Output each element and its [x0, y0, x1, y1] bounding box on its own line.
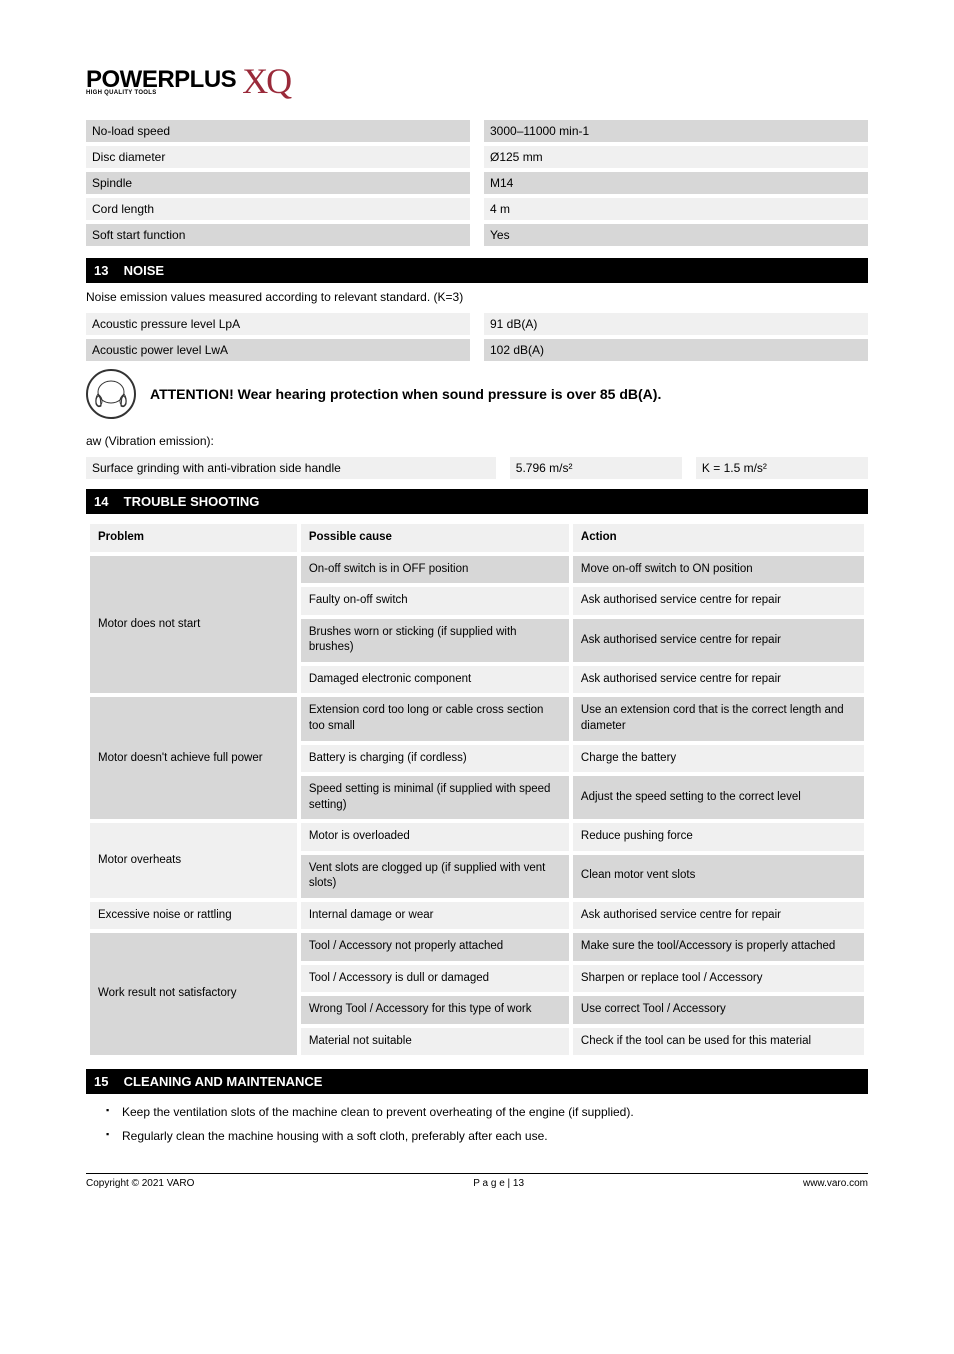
- noise-value: 91 dB(A): [484, 313, 868, 335]
- ts-problem: Work result not satisfactory: [90, 933, 297, 1055]
- section-title: NOISE: [124, 263, 164, 278]
- noise-table: Acoustic pressure level LpA 91 dB(A) Aco…: [86, 313, 868, 361]
- table-row: Motor overheats Motor is overloaded Redu…: [90, 823, 864, 851]
- spec-value: Ø125 mm: [484, 146, 868, 168]
- ts-cause: Tool / Accessory is dull or damaged: [301, 965, 569, 993]
- col-header: Problem: [90, 524, 297, 552]
- ts-cause: Vent slots are clogged up (if supplied w…: [301, 855, 569, 898]
- section-title: TROUBLE SHOOTING: [124, 494, 260, 509]
- brand-logo: POWERPLUS HIGH QUALITY TOOLS XQ: [86, 60, 868, 102]
- ts-cause: Speed setting is minimal (if supplied wi…: [301, 776, 569, 819]
- ts-remedy: Ask authorised service centre for repair: [573, 587, 864, 615]
- ts-remedy: Ask authorised service centre for repair: [573, 902, 864, 930]
- section-header-troubleshoot: 14 TROUBLE SHOOTING: [86, 489, 868, 514]
- ts-cause: Extension cord too long or cable cross s…: [301, 697, 569, 740]
- ts-remedy: Move on-off switch to ON position: [573, 556, 864, 584]
- spec-value: 3000–11000 min-1: [484, 120, 868, 142]
- vib-label: Surface grinding with anti-vibration sid…: [86, 457, 496, 479]
- spec-label: No-load speed: [86, 120, 470, 142]
- ts-cause: Motor is overloaded: [301, 823, 569, 851]
- col-header: Possible cause: [301, 524, 569, 552]
- section-number: 14: [94, 494, 120, 509]
- vibration-table: Surface grinding with anti-vibration sid…: [86, 457, 868, 479]
- ts-remedy: Charge the battery: [573, 745, 864, 773]
- logo-main: POWERPLUS: [86, 66, 236, 93]
- ts-cause: Brushes worn or sticking (if supplied wi…: [301, 619, 569, 662]
- vib-value2: K = 1.5 m/s²: [696, 457, 868, 479]
- ts-cause: Wrong Tool / Accessory for this type of …: [301, 996, 569, 1024]
- noise-label: Acoustic pressure level LpA: [86, 313, 470, 335]
- noise-label: Acoustic power level LwA: [86, 339, 470, 361]
- ts-remedy: Sharpen or replace tool / Accessory: [573, 965, 864, 993]
- ts-remedy: Reduce pushing force: [573, 823, 864, 851]
- ts-cause: Battery is charging (if cordless): [301, 745, 569, 773]
- ts-remedy: Ask authorised service centre for repair: [573, 619, 864, 662]
- ts-remedy: Adjust the speed setting to the correct …: [573, 776, 864, 819]
- ts-remedy: Check if the tool can be used for this m…: [573, 1028, 864, 1056]
- section-number: 13: [94, 263, 120, 278]
- ts-cause: Internal damage or wear: [301, 902, 569, 930]
- ts-cause: Faulty on-off switch: [301, 587, 569, 615]
- logo-text: POWERPLUS HIGH QUALITY TOOLS: [86, 66, 236, 96]
- table-row: Motor does not start On-off switch is in…: [90, 556, 864, 584]
- ear-svg: [91, 374, 131, 414]
- table-row: Excessive noise or rattling Internal dam…: [90, 902, 864, 930]
- vibration-intro: aw (Vibration emission):: [86, 433, 868, 449]
- attention-text: ATTENTION! Wear hearing protection when …: [150, 386, 661, 402]
- section-number: 15: [94, 1074, 120, 1089]
- section-header-cleaning: 15 CLEANING AND MAINTENANCE: [86, 1069, 868, 1094]
- table-row: Motor doesn't achieve full power Extensi…: [90, 697, 864, 740]
- footer-site: www.varo.com: [803, 1178, 868, 1189]
- spec-value: M14: [484, 172, 868, 194]
- noise-intro: Noise emission values measured according…: [86, 289, 868, 305]
- col-header: Action: [573, 524, 864, 552]
- footer-copyright: Copyright © 2021 VARO: [86, 1178, 194, 1189]
- vib-value1: 5.796 m/s²: [510, 457, 682, 479]
- troubleshoot-table: Problem Possible cause Action Motor does…: [86, 520, 868, 1059]
- ts-cause: On-off switch is in OFF position: [301, 556, 569, 584]
- footer-rule: [86, 1173, 868, 1174]
- hearing-protection-note: ATTENTION! Wear hearing protection when …: [86, 369, 868, 419]
- ts-problem: Motor does not start: [90, 556, 297, 694]
- logo-suffix: XQ: [242, 60, 290, 102]
- table-row: Work result not satisfactory Tool / Acce…: [90, 933, 864, 961]
- ts-remedy: Ask authorised service centre for repair: [573, 666, 864, 694]
- ts-problem: Motor doesn't achieve full power: [90, 697, 297, 819]
- ts-problem: Excessive noise or rattling: [90, 902, 297, 930]
- spec-table: No-load speed 3000–11000 min-1 Disc diam…: [86, 120, 868, 246]
- ts-problem: Motor overheats: [90, 823, 297, 898]
- ts-cause: Damaged electronic component: [301, 666, 569, 694]
- cleaning-bullets: Keep the ventilation slots of the machin…: [86, 1104, 868, 1144]
- list-item: Keep the ventilation slots of the machin…: [106, 1104, 868, 1120]
- spec-value: 4 m: [484, 198, 868, 220]
- noise-value: 102 dB(A): [484, 339, 868, 361]
- ts-remedy: Use an extension cord that is the correc…: [573, 697, 864, 740]
- table-header-row: Problem Possible cause Action: [90, 524, 864, 552]
- ts-cause: Material not suitable: [301, 1028, 569, 1056]
- spec-label: Cord length: [86, 198, 470, 220]
- list-item: Regularly clean the machine housing with…: [106, 1128, 868, 1144]
- ts-remedy: Use correct Tool / Accessory: [573, 996, 864, 1024]
- section-title: CLEANING AND MAINTENANCE: [124, 1074, 323, 1089]
- ear-protection-icon: [86, 369, 136, 419]
- section-header-noise: 13 NOISE: [86, 258, 868, 283]
- ts-remedy: Clean motor vent slots: [573, 855, 864, 898]
- page-footer: Copyright © 2021 VARO P a g e | 13 www.v…: [86, 1178, 868, 1189]
- spec-label: Disc diameter: [86, 146, 470, 168]
- spec-value: Yes: [484, 224, 868, 246]
- ts-cause: Tool / Accessory not properly attached: [301, 933, 569, 961]
- footer-page: P a g e | 13: [473, 1178, 524, 1189]
- ts-remedy: Make sure the tool/Accessory is properly…: [573, 933, 864, 961]
- spec-label: Soft start function: [86, 224, 470, 246]
- spec-label: Spindle: [86, 172, 470, 194]
